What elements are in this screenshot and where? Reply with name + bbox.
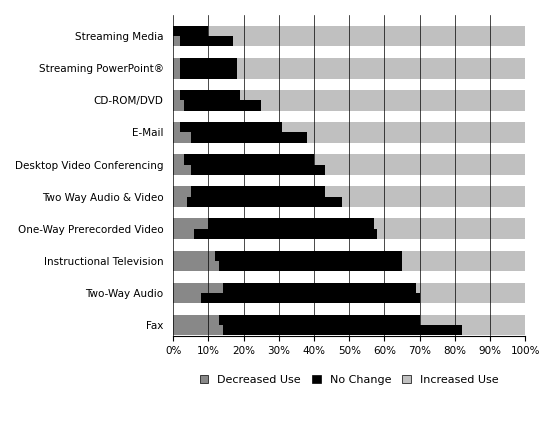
Bar [173,293,201,303]
Bar [180,68,236,79]
Bar [187,197,342,207]
Bar [173,90,180,100]
Bar [215,251,402,261]
Bar [201,293,420,303]
Bar [173,218,209,229]
Bar [173,325,223,335]
Bar [173,154,184,164]
Bar [223,325,462,335]
Bar [194,229,377,239]
Bar [173,68,180,79]
Bar [209,26,525,36]
Bar [191,133,307,143]
Bar [462,325,525,335]
Bar [325,164,525,175]
Bar [240,90,525,100]
Bar [342,197,525,207]
Bar [307,133,525,143]
Bar [236,58,525,68]
Bar [173,58,180,68]
Bar [236,68,525,79]
Bar [374,218,525,229]
Bar [173,36,180,46]
Bar [191,164,325,175]
Bar [173,229,194,239]
Legend: Decreased Use, No Change, Increased Use: Decreased Use, No Change, Increased Use [196,371,502,388]
Bar [325,187,525,197]
Bar [180,36,233,46]
Bar [180,58,236,68]
Bar [416,283,525,293]
Bar [219,261,402,271]
Bar [402,261,525,271]
Bar [184,100,261,110]
Bar [173,261,219,271]
Bar [173,315,219,325]
Bar [173,197,187,207]
Bar [402,251,525,261]
Bar [180,90,240,100]
Bar [282,122,525,133]
Bar [173,164,191,175]
Bar [314,154,525,164]
Bar [173,187,191,197]
Bar [191,187,325,197]
Bar [420,315,525,325]
Bar [173,122,180,133]
Bar [261,100,525,110]
Bar [223,283,416,293]
Bar [209,218,374,229]
Bar [377,229,525,239]
Bar [173,251,215,261]
Bar [184,154,314,164]
Bar [219,315,420,325]
Bar [173,26,209,36]
Bar [233,36,525,46]
Bar [173,283,223,293]
Bar [173,133,191,143]
Bar [180,122,282,133]
Bar [420,293,525,303]
Bar [173,100,184,110]
